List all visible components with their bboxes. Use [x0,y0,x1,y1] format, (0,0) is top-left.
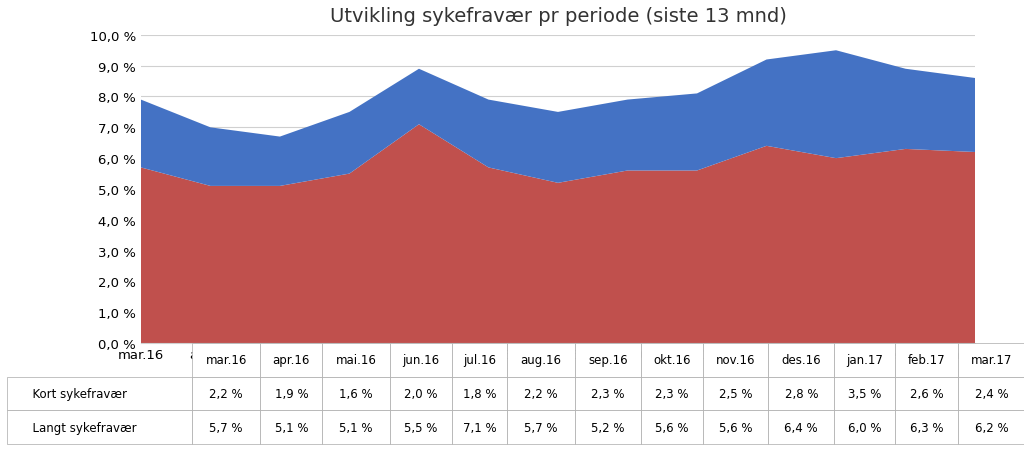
Title: Utvikling sykefravær pr periode (siste 13 mnd): Utvikling sykefravær pr periode (siste 1… [330,7,786,26]
